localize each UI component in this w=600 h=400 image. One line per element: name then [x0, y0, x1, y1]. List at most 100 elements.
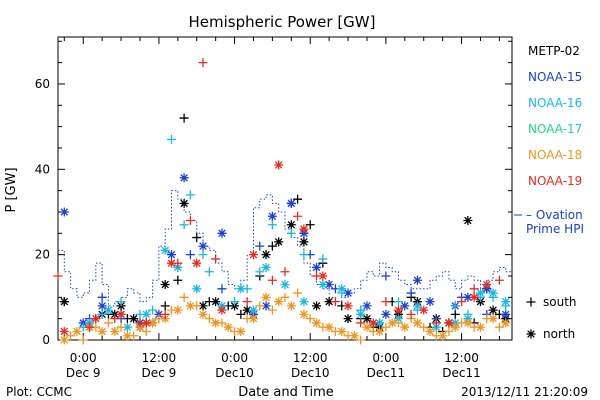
noaa-18-south-point [444, 326, 454, 336]
noaa-19-south-point [242, 297, 252, 307]
noaa-16-south-point [318, 254, 328, 264]
metp-02-north-point [463, 216, 473, 226]
noaa-15-south-point [97, 292, 107, 302]
noaa-15-north-point [261, 301, 271, 311]
noaa-18-south-point [141, 326, 151, 336]
metp-02-north-point [343, 314, 353, 324]
noaa-15-north-point [97, 301, 107, 311]
noaa-18-north-point [286, 301, 296, 311]
noaa-15-south-point [255, 241, 265, 251]
legend-noaa-17: NOAA-17 [528, 122, 582, 136]
noaa-16-north-point [261, 262, 271, 272]
noaa-18-north-point [299, 309, 309, 319]
x-tick-time-label: 12:00 [444, 351, 479, 365]
noaa-16-south-point [204, 267, 214, 277]
noaa-19-north-point [192, 258, 202, 268]
metp-02-north-point [59, 297, 69, 307]
noaa-15-north-point [217, 228, 227, 238]
plot-credit: Plot: CCMC [6, 385, 72, 399]
noaa-15-north-point [501, 309, 511, 319]
noaa-18-north-point [173, 305, 183, 315]
noaa-18-north-point [312, 318, 322, 328]
plot-border [57, 36, 513, 341]
noaa-18-south-point [280, 292, 290, 302]
noaa-16-north-point [318, 280, 328, 290]
metp-02-north-point [286, 220, 296, 230]
legend-south-symbol [526, 297, 536, 307]
noaa-16-south-point [97, 309, 107, 319]
noaa-18-south-point [267, 305, 277, 315]
noaa-19-north-point [318, 271, 328, 281]
x-tick-time-label: 0:00 [70, 351, 97, 365]
noaa-15-north-point [463, 292, 473, 302]
noaa-18-south-point [494, 322, 504, 332]
y-axis-label: P [GW] [4, 167, 19, 212]
noaa-18-south-point [116, 322, 126, 332]
noaa-15-north-point [198, 241, 208, 251]
noaa-19-south-point [457, 297, 467, 307]
data-points [53, 58, 511, 345]
noaa-16-south-point [148, 305, 158, 315]
noaa-18-north-point [248, 314, 258, 324]
noaa-16-north-point [160, 245, 170, 255]
metp-02-south-point [236, 309, 246, 319]
legend-south-label: south [543, 295, 577, 309]
noaa-16-north-point [375, 318, 385, 328]
noaa-16-south-point [167, 134, 176, 144]
y-axis: 0 20 40 60 [35, 40, 512, 347]
noaa-16-north-point [337, 284, 347, 294]
noaa-18-north-point [488, 314, 498, 324]
noaa-18-north-point [349, 331, 359, 341]
noaa-19-south-point [469, 284, 479, 294]
metp-02-south-point [450, 309, 460, 319]
metp-02-south-point [192, 233, 202, 243]
noaa-19-north-point [116, 309, 126, 319]
noaa-18-north-point [148, 318, 158, 328]
y-tick-label: 20 [35, 248, 50, 262]
noaa-16-south-point [450, 301, 460, 311]
noaa-15-north-point [167, 250, 176, 260]
noaa-18-south-point [305, 314, 315, 324]
ovation-legend-label-2: Prime HPI [526, 222, 584, 236]
noaa-18-north-point [72, 326, 82, 336]
noaa-16-north-point [488, 288, 498, 298]
noaa-16-north-point [141, 309, 151, 319]
chart-title: Hemispheric Power [GW] [189, 13, 376, 31]
noaa-19-north-point [343, 301, 353, 311]
noaa-16-south-point [116, 297, 126, 307]
legend-noaa-15: NOAA-15 [528, 70, 582, 84]
noaa-18-south-point [381, 322, 391, 332]
plot-timestamp: 2013/12/11 21:20:09 [461, 385, 588, 399]
legend-noaa-16: NOAA-16 [528, 96, 582, 110]
metp-02-north-point [261, 250, 271, 260]
x-tick-date-label: Dec11 [367, 366, 406, 380]
noaa-19-south-point [280, 267, 290, 277]
noaa-18-north-point [97, 326, 107, 336]
noaa-16-south-point [394, 297, 403, 307]
noaa-15-north-point [286, 198, 296, 208]
metp-02-north-point [160, 280, 170, 290]
noaa-15-south-point [381, 271, 391, 281]
metp-02-north-point [129, 314, 139, 324]
noaa-19-south-point [185, 216, 195, 226]
noaa-15-north-point [381, 309, 391, 319]
noaa-15-north-point [343, 288, 353, 298]
noaa-16-north-point [248, 305, 258, 315]
noaa-18-south-point [255, 301, 265, 311]
noaa-18-north-point [425, 326, 435, 336]
noaa-18-north-point [122, 331, 132, 341]
noaa-15-north-point [425, 297, 435, 307]
noaa-18-south-point [103, 318, 113, 328]
noaa-18-south-point [419, 322, 429, 332]
noaa-16-north-point [192, 284, 202, 294]
x-tick-date-label: Dec11 [442, 366, 481, 380]
noaa-19-south-point [356, 318, 366, 328]
noaa-18-north-point [261, 292, 271, 302]
noaa-18-north-point [387, 318, 397, 328]
noaa-16-south-point [286, 228, 296, 238]
noaa-19-south-point [85, 322, 95, 332]
noaa-19-south-point [267, 275, 277, 285]
noaa-16-south-point [267, 220, 277, 230]
noaa-19-south-point [198, 58, 208, 68]
metp-02-north-point [299, 237, 309, 247]
